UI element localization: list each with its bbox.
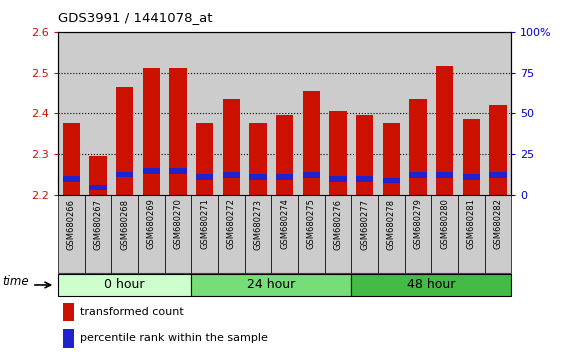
Bar: [245, 32, 271, 195]
Bar: [356, 176, 374, 182]
Bar: [191, 274, 352, 296]
Text: GSM680277: GSM680277: [360, 199, 369, 250]
Text: time: time: [2, 275, 29, 288]
Bar: [271, 195, 298, 273]
Bar: [276, 175, 293, 179]
Bar: [170, 168, 187, 173]
Bar: [170, 69, 187, 195]
Bar: [409, 172, 426, 178]
Bar: [116, 87, 134, 195]
Bar: [329, 176, 347, 182]
Bar: [404, 195, 431, 273]
Bar: [116, 172, 134, 177]
Text: GSM680268: GSM680268: [120, 199, 129, 250]
Text: GSM680279: GSM680279: [414, 199, 422, 250]
Bar: [303, 91, 320, 195]
Bar: [383, 124, 400, 195]
Bar: [249, 175, 267, 179]
Bar: [218, 32, 245, 195]
Text: percentile rank within the sample: percentile rank within the sample: [80, 333, 268, 343]
Bar: [298, 32, 325, 195]
Bar: [218, 195, 245, 273]
Bar: [276, 115, 293, 195]
Bar: [436, 172, 453, 178]
Bar: [223, 99, 240, 195]
Bar: [325, 195, 352, 273]
Bar: [352, 32, 378, 195]
Bar: [458, 195, 485, 273]
Bar: [191, 195, 218, 273]
Bar: [431, 32, 458, 195]
Bar: [485, 195, 511, 273]
Bar: [196, 175, 213, 179]
Text: GSM680276: GSM680276: [333, 199, 343, 250]
Bar: [436, 67, 453, 195]
Bar: [249, 124, 267, 195]
Bar: [138, 195, 165, 273]
Bar: [63, 303, 74, 321]
Bar: [112, 32, 138, 195]
Bar: [58, 274, 191, 296]
Bar: [356, 115, 374, 195]
Bar: [112, 195, 138, 273]
Text: 48 hour: 48 hour: [407, 279, 456, 291]
Bar: [352, 195, 378, 273]
Bar: [165, 195, 191, 273]
Bar: [329, 111, 347, 195]
Text: GSM680266: GSM680266: [67, 199, 76, 250]
Bar: [489, 172, 507, 178]
Text: GDS3991 / 1441078_at: GDS3991 / 1441078_at: [58, 11, 213, 24]
Text: GSM680271: GSM680271: [200, 199, 209, 250]
Bar: [191, 32, 218, 195]
Text: GSM680275: GSM680275: [307, 199, 316, 250]
Bar: [383, 178, 400, 183]
Bar: [404, 32, 431, 195]
Bar: [462, 119, 480, 195]
Bar: [409, 99, 426, 195]
Bar: [196, 124, 213, 195]
Bar: [352, 274, 511, 296]
Bar: [63, 176, 80, 182]
Bar: [485, 32, 511, 195]
Bar: [431, 195, 458, 273]
Text: GSM680270: GSM680270: [174, 199, 182, 250]
Text: GSM680282: GSM680282: [493, 199, 503, 250]
Bar: [489, 105, 507, 195]
Text: GSM680280: GSM680280: [440, 199, 449, 250]
Bar: [378, 195, 404, 273]
Bar: [63, 124, 80, 195]
Bar: [271, 32, 298, 195]
Bar: [58, 195, 85, 273]
Bar: [85, 195, 112, 273]
Bar: [58, 32, 85, 195]
Bar: [298, 195, 325, 273]
Bar: [223, 172, 240, 178]
Text: GSM680281: GSM680281: [467, 199, 476, 250]
Text: 0 hour: 0 hour: [105, 279, 145, 291]
Bar: [63, 329, 74, 348]
Bar: [245, 195, 271, 273]
Bar: [165, 32, 191, 195]
Bar: [143, 168, 160, 173]
Bar: [85, 32, 112, 195]
Bar: [303, 172, 320, 178]
Bar: [143, 69, 160, 195]
Text: transformed count: transformed count: [80, 307, 184, 317]
Bar: [462, 175, 480, 179]
Text: GSM680267: GSM680267: [94, 199, 103, 250]
Bar: [378, 32, 404, 195]
Text: GSM680269: GSM680269: [147, 199, 156, 250]
Text: GSM680272: GSM680272: [227, 199, 236, 250]
Bar: [325, 32, 352, 195]
Text: GSM680274: GSM680274: [280, 199, 289, 250]
Bar: [89, 184, 107, 190]
Bar: [138, 32, 165, 195]
Bar: [89, 156, 107, 195]
Text: GSM680273: GSM680273: [253, 199, 263, 250]
Text: GSM680278: GSM680278: [387, 199, 396, 250]
Text: 24 hour: 24 hour: [248, 279, 296, 291]
Bar: [458, 32, 485, 195]
